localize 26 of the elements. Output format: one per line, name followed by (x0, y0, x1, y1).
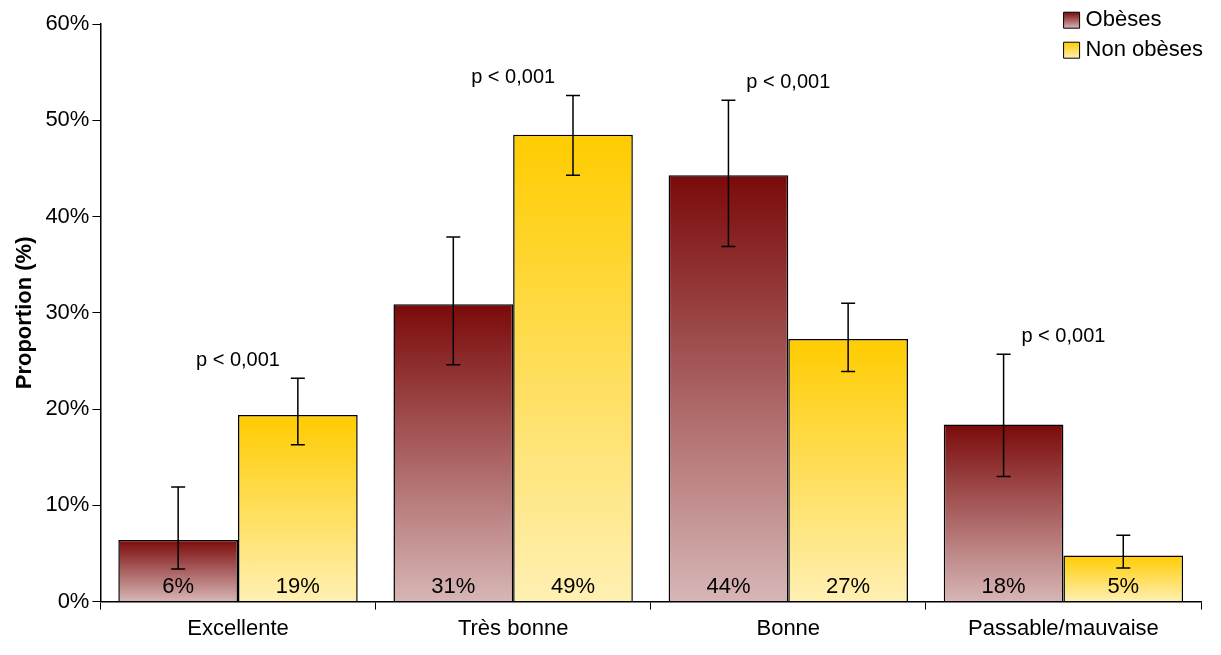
y-tick-label: 40% (45, 202, 90, 228)
x-tick-label: Passable/mauvaise (968, 614, 1159, 640)
data-label: 27% (826, 572, 871, 598)
y-tick-label: 20% (45, 395, 90, 421)
y-tick-label: 30% (45, 298, 90, 324)
x-tick-label: Bonne (756, 614, 821, 640)
data-label: 5% (1107, 572, 1140, 598)
legend-label: Obèses (1085, 6, 1162, 32)
y-tick-label: 0% (57, 587, 90, 613)
data-label: 49% (550, 572, 596, 598)
data-label: 18% (981, 572, 1026, 598)
annotation: p < 0,001 (746, 69, 831, 92)
legend-label: Non obèses (1085, 36, 1204, 62)
annotation: p < 0,001 (471, 64, 556, 87)
y-axis-title: Proportion (%) (11, 236, 37, 390)
y-tick-label: 50% (45, 106, 90, 132)
annotation: p < 0,001 (196, 347, 280, 370)
data-label: 44% (706, 572, 751, 598)
y-tick-label: 60% (45, 10, 90, 36)
data-label: 31% (431, 572, 476, 598)
y-tick-label: 10% (45, 491, 90, 517)
x-tick-label: Excellente (187, 614, 289, 640)
annotation: p < 0,001 (1021, 323, 1106, 346)
data-label: 19% (275, 572, 320, 598)
x-tick-label: Très bonne (457, 614, 569, 640)
data-label: 6% (162, 572, 195, 598)
